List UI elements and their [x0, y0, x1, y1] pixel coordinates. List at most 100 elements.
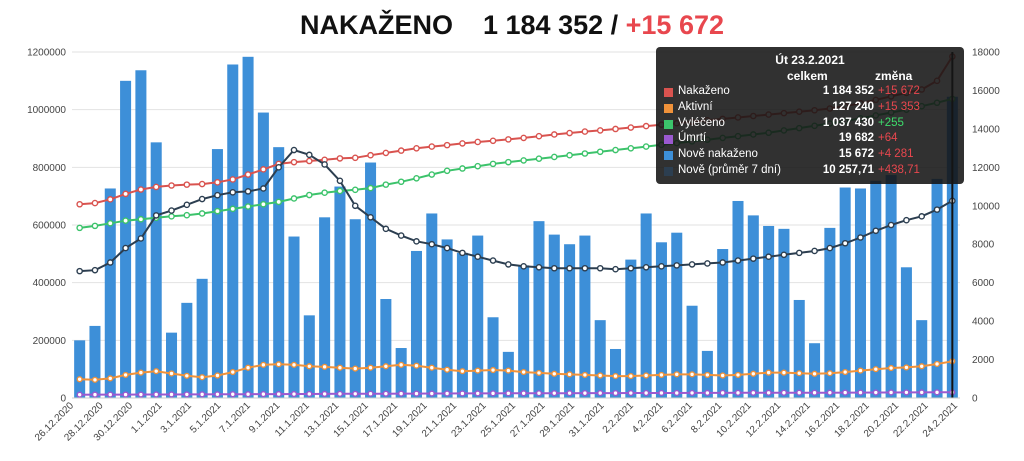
point-infected — [566, 129, 573, 137]
point-deaths — [275, 390, 282, 398]
tooltip-series-total: 127 240 — [832, 100, 874, 113]
point-recovered — [260, 200, 267, 208]
point-recovered — [137, 215, 145, 223]
point-avg7 — [367, 214, 374, 221]
bar-new-infected — [870, 180, 882, 398]
bar-new-infected — [732, 200, 744, 398]
point-recovered — [612, 146, 619, 154]
point-avg7 — [795, 249, 803, 257]
point-active — [780, 369, 788, 376]
point-recovered — [198, 210, 206, 217]
x-axis-tick-label: 4.2.2021 — [630, 400, 666, 436]
point-active — [91, 376, 99, 383]
point-deaths — [826, 389, 833, 396]
bar-new-infected — [824, 227, 836, 398]
tooltip-series-total: 15 672 — [838, 148, 874, 161]
point-deaths — [505, 390, 512, 397]
point-avg7 — [260, 185, 267, 192]
point-avg7 — [321, 161, 328, 168]
point-active — [535, 369, 543, 377]
bar-new-infected — [319, 217, 331, 398]
point-deaths — [76, 391, 83, 398]
point-recovered — [168, 213, 175, 220]
point-active — [489, 366, 497, 374]
point-avg7 — [413, 238, 420, 245]
point-infected — [152, 183, 160, 191]
point-avg7 — [887, 221, 895, 229]
tooltip-series-swatch — [664, 119, 673, 129]
point-active — [857, 367, 864, 374]
x-axis-tick-label: 3.1.2021 — [159, 400, 195, 436]
tooltip-series-label: Aktivní — [678, 100, 713, 113]
bar-new-infected — [686, 305, 698, 398]
point-active — [474, 367, 481, 374]
tooltip-series-label: Nakaženo — [678, 85, 730, 97]
point-deaths — [91, 391, 99, 398]
left-axis-tick-label: 0 — [60, 394, 66, 405]
right-axis-tick-label: 6000 — [972, 278, 995, 289]
point-avg7 — [857, 234, 864, 241]
point-deaths — [137, 391, 144, 398]
bar-new-infected — [518, 265, 530, 398]
bar-new-infected — [854, 188, 866, 398]
point-active — [627, 372, 634, 380]
point-active — [719, 372, 726, 379]
bar-new-infected — [89, 325, 101, 398]
point-active — [229, 368, 236, 376]
line-active — [79, 360, 953, 381]
point-deaths — [872, 389, 879, 396]
left-axis-tick-label: 600000 — [33, 221, 67, 232]
tooltip-series-swatch — [664, 88, 673, 97]
point-deaths — [459, 390, 466, 397]
point-active — [183, 372, 190, 379]
point-active — [612, 372, 619, 380]
point-avg7 — [841, 239, 849, 247]
point-recovered — [290, 195, 298, 202]
point-deaths — [765, 389, 772, 396]
point-deaths — [750, 389, 757, 396]
line-avg7 — [79, 148, 953, 273]
point-deaths — [244, 391, 252, 398]
point-avg7 — [428, 240, 436, 248]
x-axis-tick-label: 5.1.2021 — [188, 400, 224, 436]
point-recovered — [596, 148, 604, 156]
point-avg7 — [612, 265, 619, 273]
point-active — [520, 368, 527, 376]
point-deaths — [566, 390, 573, 397]
point-active — [826, 370, 833, 377]
bar-new-infected — [793, 299, 805, 398]
point-active — [428, 364, 435, 371]
point-avg7 — [152, 212, 160, 219]
bar-new-infected — [288, 236, 300, 398]
left-axis-tick-label: 200000 — [33, 336, 67, 347]
point-deaths — [290, 390, 298, 398]
point-infected — [183, 181, 191, 188]
point-deaths — [842, 389, 849, 396]
point-avg7 — [811, 247, 818, 255]
bar-new-infected — [564, 244, 576, 398]
point-deaths — [734, 389, 742, 396]
point-active — [658, 371, 665, 379]
bar-new-infected — [334, 186, 346, 398]
point-recovered — [520, 157, 527, 164]
point-deaths — [704, 389, 711, 396]
bar-new-infected — [839, 187, 851, 398]
point-deaths — [489, 390, 497, 397]
headline-label: NAKAŽENO — [299, 10, 453, 40]
point-active — [398, 361, 405, 368]
point-recovered — [106, 219, 114, 227]
point-avg7 — [244, 188, 252, 195]
point-recovered — [91, 222, 99, 230]
point-deaths — [688, 389, 696, 397]
bar-new-infected — [885, 175, 897, 398]
point-active — [367, 364, 374, 371]
point-infected — [505, 136, 512, 143]
point-active — [199, 374, 206, 381]
x-axis-tick-label: 1.1.2021 — [129, 400, 165, 436]
point-active — [290, 361, 298, 368]
bar-new-infected — [395, 348, 407, 398]
point-recovered — [122, 217, 129, 224]
bar-new-infected — [900, 267, 912, 398]
point-deaths — [811, 389, 818, 396]
x-axis-tick-label: 2.2.2021 — [601, 400, 637, 436]
